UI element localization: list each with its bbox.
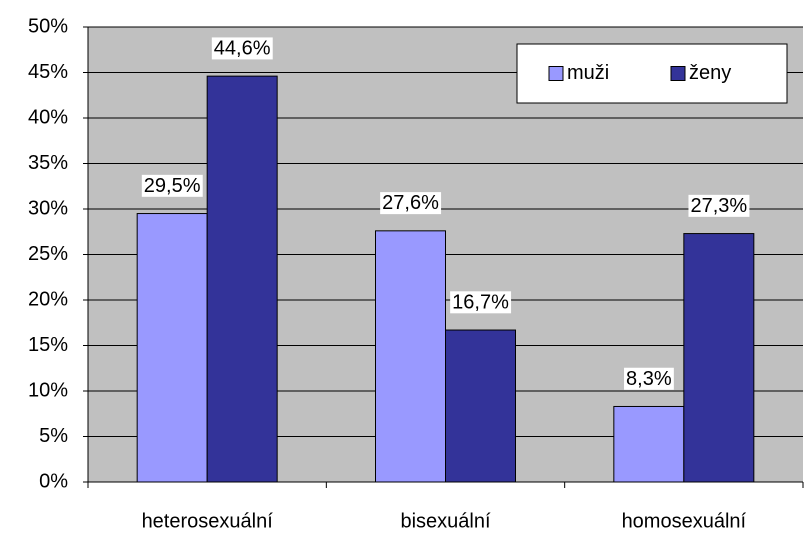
- x-tick-label: heterosexuální: [142, 510, 274, 532]
- y-tick-label: 20%: [28, 288, 68, 310]
- data-label: 27,3%: [690, 195, 747, 217]
- y-tick-label: 30%: [28, 197, 68, 219]
- legend-label: ženy: [689, 62, 731, 84]
- x-tick-label: homosexuální: [622, 510, 747, 532]
- y-tick-label: 25%: [28, 243, 68, 265]
- y-tick-label: 0%: [39, 470, 68, 492]
- bar: [683, 233, 755, 483]
- data-label: 16,7%: [452, 291, 509, 313]
- data-label-bg: [380, 192, 442, 215]
- legend: [516, 43, 788, 104]
- data-label-bg: [688, 194, 750, 217]
- bar: [136, 213, 208, 483]
- y-tick-label: 5%: [39, 425, 68, 447]
- y-tick-label: 15%: [28, 334, 68, 356]
- data-label: 29,5%: [144, 175, 201, 197]
- data-label: 8,3%: [626, 368, 672, 390]
- bar: [445, 329, 516, 483]
- y-tick-label: 10%: [28, 379, 68, 401]
- bar: [613, 405, 685, 483]
- data-label: 27,6%: [382, 192, 439, 214]
- x-tick-label: bisexuální: [400, 510, 491, 532]
- legend-swatch: [670, 66, 686, 81]
- y-tick-label: 40%: [28, 106, 68, 128]
- data-label: 44,6%: [214, 37, 271, 59]
- y-tick-label: 50%: [28, 15, 68, 37]
- bar: [375, 230, 446, 483]
- data-label-bg: [450, 291, 512, 314]
- legend-label: muži: [567, 62, 609, 84]
- data-label-bg: [211, 37, 273, 60]
- data-label-bg: [624, 367, 674, 390]
- data-label-bg: [141, 174, 203, 197]
- legend-swatch: [548, 66, 564, 81]
- bar: [206, 75, 278, 483]
- y-tick-label: 35%: [28, 152, 68, 174]
- y-tick-label: 45%: [28, 61, 68, 83]
